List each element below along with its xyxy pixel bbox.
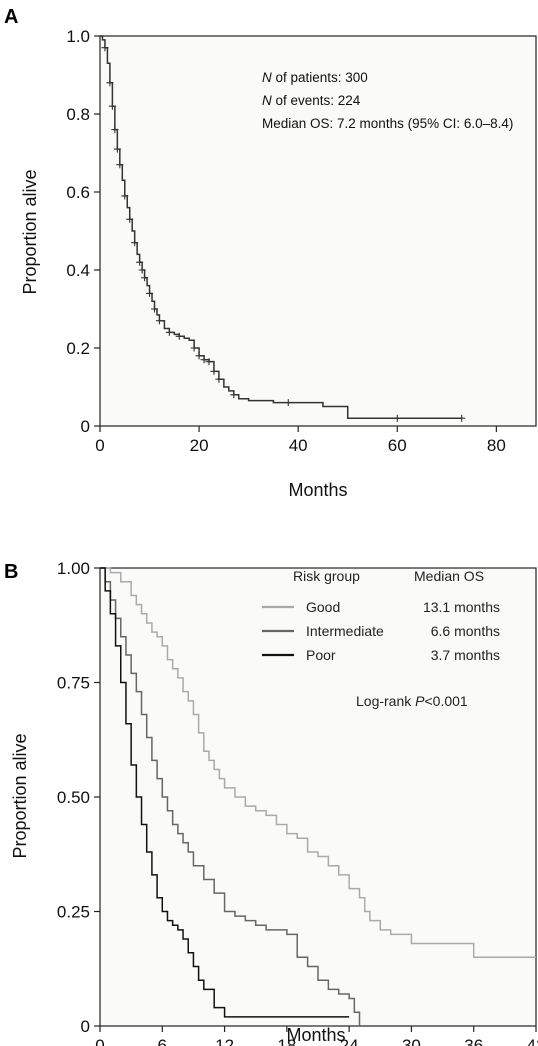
panel-b-x-tick-label: 12 [215,1036,234,1046]
panel-a-ylabel: Proportion alive [20,169,40,294]
panel-a-censor-mark [215,375,223,383]
legend-header-median-os: Median OS [414,568,484,584]
panel-b-x-tick-label: 0 [95,1036,104,1046]
panel-b-letter: B [4,561,18,583]
logrank-annotation: Log-rank P<0.001 [356,693,468,709]
annotation-events: N of events: 224 [262,93,361,108]
panel-a-censor-mark [101,44,109,52]
panel-b-legend: Risk group Median OS Good 13.1 months Inte… [262,568,500,663]
panel-a-censor-mark [190,344,198,352]
panel-a-censor-mark [175,332,183,340]
panel-a-censor-mark [111,126,119,134]
panel-a-plot-frame [99,35,537,427]
legend-label-poor: Poor [306,647,336,663]
legend-median-good: 13.1 months [423,599,500,615]
panel-a-censor-mark [230,391,238,399]
panel-a-censor-mark [210,367,218,375]
panel-a-censor-mark [146,289,154,297]
panel-a-y-tick-label: 1.0 [66,27,90,46]
panel-b-ylabel: Proportion alive [10,733,30,858]
panel-b-x-tick-label: 18 [277,1036,296,1046]
panel-a-x-tick-label: 80 [487,436,506,455]
panel-a-censor-mark [205,358,213,366]
legend-median-poor: 3.7 months [431,647,500,663]
panel-a-censor-mark [126,215,134,223]
panel-a-y-tick-label: 0 [81,417,90,436]
panel-a-censor-mark [116,161,124,169]
panel-b-x-tick-label: 6 [158,1036,167,1046]
legend-header-risk-group: Risk group [293,568,360,584]
panel-a-x-tick-label: 40 [289,436,308,455]
panel-a-censor-mark [136,258,144,266]
legend-median-intermediate: 6.6 months [431,623,500,639]
panel-b-plot-frame [99,567,537,1027]
panel-a-censor-mark [165,328,173,336]
legend-label-good: Good [306,599,340,615]
panel-b-xlabel: Months [286,1025,345,1045]
panel-a-letter: A [4,6,18,28]
panel-a-censor-mark [458,414,466,422]
panel-a-censor-mark [200,356,208,364]
panel-a-censor-mark [195,352,203,360]
panel-a-censor-mark [113,145,121,153]
panel-a: A 0 20 40 60 80 0 0.2 0.4 0.6 0.8 1.0 N of patient… [4,6,537,500]
panel-a-y-tick-label: 0.6 [66,183,90,202]
panel-b-y-tick-label: 0.75 [57,674,90,693]
panel-a-censor-mark [138,266,146,274]
panel-b-y-tick-label: 0.25 [57,903,90,922]
panel-a-xlabel: Months [288,480,347,500]
panel-a-censor-mark [393,414,401,422]
panel-a-censor-mark [131,239,139,247]
annotation-patients: N of patients: 300 [262,70,368,85]
panel-a-censor-mark [151,305,158,313]
panel-a-y-tick-label: 0.2 [66,339,90,358]
panel-b-survival-curve-intermediate [100,567,361,1026]
panel-b-x-tick-label: 30 [402,1036,421,1046]
panel-a-censor-mark [155,317,163,325]
panel-b-y-tick-label: 0 [81,1017,90,1036]
panel-a-censor-mark [121,192,129,200]
panel-a-y-tick-label: 0.8 [66,105,90,124]
panel-b: B 0 6 12 18 24 30 36 42 0 0.25 0.50 0.75 1.00 Risk g… [4,559,538,1046]
panel-b-survival-curve-good [100,567,536,959]
panel-b-x-tick-label: 24 [340,1036,359,1046]
panel-b-y-tick-label: 0.50 [57,788,90,807]
panel-a-censor-mark [284,399,292,407]
panel-b-x-tick-label: 36 [464,1036,483,1046]
panel-b-survival-curve-poor [100,567,350,1018]
panel-a-censor-mark [141,274,149,282]
panel-b-y-tick-label: 1.00 [57,559,90,578]
panel-a-y-tick-label: 0.4 [66,261,90,280]
panel-a-censor-mark [106,79,114,87]
annotation-median: Median OS: 7.2 months (95% CI: 6.0–8.4) [262,116,513,131]
panel-a-x-tick-label: 60 [388,436,407,455]
panel-a-x-tick-label: 0 [95,436,104,455]
panel-a-annotation: N of patients: 300 N of events: 224 Medi… [262,70,513,131]
legend-label-intermediate: Intermediate [306,623,384,639]
panel-a-censor-mark [108,102,116,110]
panel-a-x-tick-label: 20 [190,436,209,455]
panel-b-x-tick-label: 42 [527,1036,538,1046]
